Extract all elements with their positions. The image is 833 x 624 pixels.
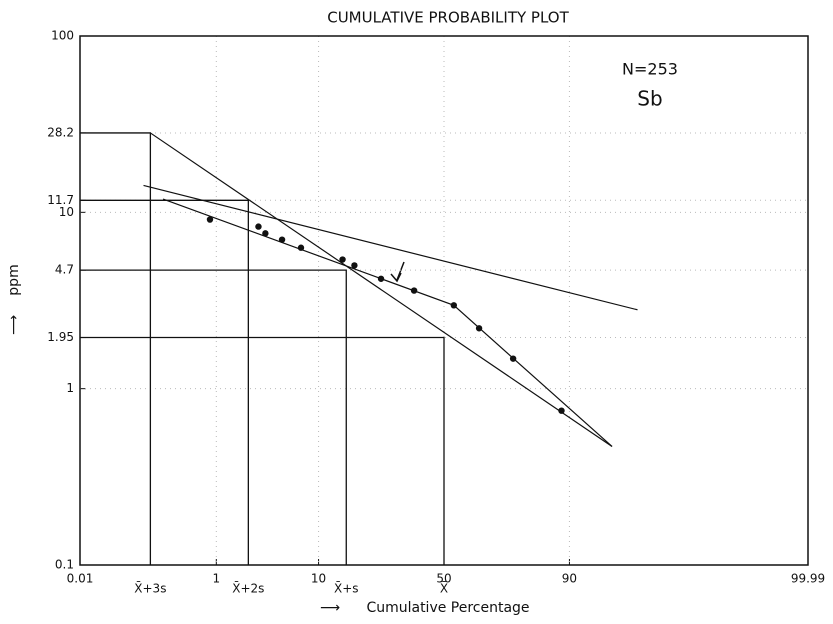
point [255,223,262,230]
guide-label: X̄+s [334,581,359,595]
y-axis-label: ppm [6,264,22,295]
guide-line [80,132,152,565]
point [278,236,286,243]
point [410,287,418,294]
point [377,275,385,282]
point [351,262,358,269]
chart-title: CUMULATIVE PROBABILITY PLOT [327,9,569,27]
point [475,325,483,332]
annotation: N=253 [622,60,678,79]
point [509,355,517,362]
y-tick-label: 1 [66,381,74,395]
guide-line [80,336,445,565]
y-tick-label: 4.7 [55,263,74,277]
y-tick-label: 28.2 [47,125,74,139]
guide-label: X̄+2s [232,581,264,595]
point [450,302,458,309]
point [206,216,214,223]
fit-line [150,132,613,447]
guide-label: X̄ [440,581,448,595]
x-tick-label: 0.01 [67,572,94,586]
fit-line [162,198,613,447]
arrow [390,261,405,283]
y-tick-label: 100 [51,29,74,43]
x-tick-label: 99.99 [791,572,825,586]
x-tick-label: 50 [436,572,451,586]
guide-label: X̄+3s [134,581,166,595]
x-tick-label: 90 [562,572,577,586]
guide-line [80,199,249,565]
y-arrow: ⟶ [6,315,22,335]
y-tick-label: 11.7 [47,193,74,207]
point [558,407,565,414]
x-axis-label: Cumulative Percentage [366,600,529,616]
point [297,244,305,251]
fit-line [143,184,638,311]
guide-line [80,269,347,565]
point [262,230,269,237]
x-arrow: ⟶ [320,600,340,616]
x-tick-label: 10 [311,572,326,586]
point [339,256,346,263]
y-tick-label: 1.95 [47,330,74,344]
x-tick-label: 1 [212,572,220,586]
y-tick-label: 10 [59,205,74,219]
y-tick-label: 0.1 [55,558,74,572]
annotation: Sb [637,87,662,111]
